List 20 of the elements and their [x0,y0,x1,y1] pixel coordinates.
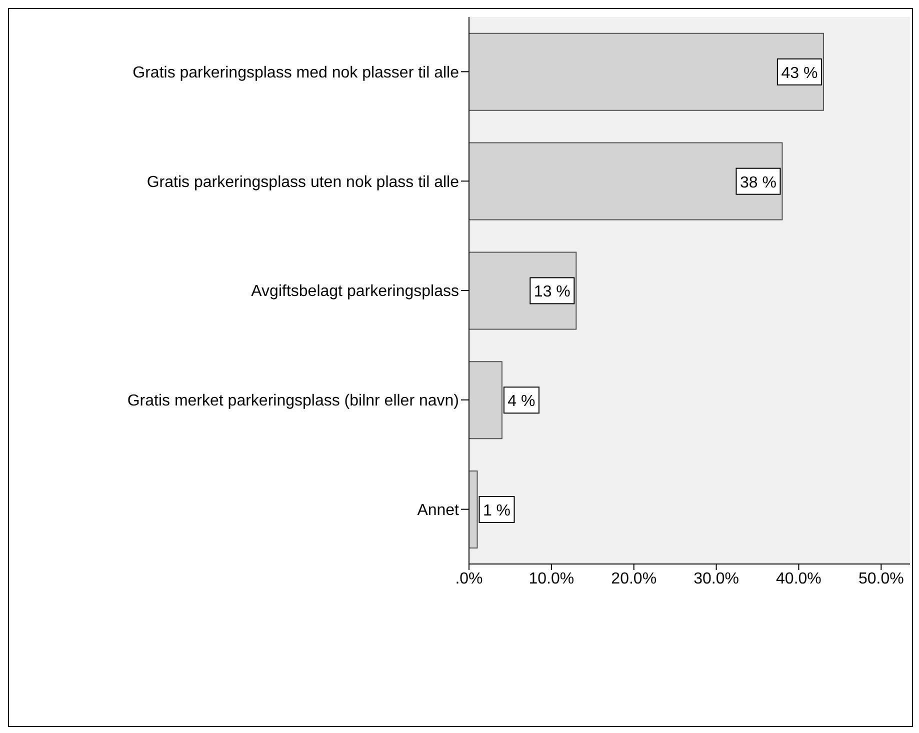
bar [469,32,824,111]
data-label: 4 % [508,393,536,410]
bar [469,361,502,440]
x-tick-label: .0% [455,570,483,588]
y-tick-label: Avgiftsbelagt parkeringsplass [251,283,459,300]
bar [469,142,783,220]
y-tick-label: Gratis parkeringsplass uten nok plass til alle [146,174,460,191]
x-tick-label: 10.0% [528,570,574,588]
y-tick-label: Gratis merket parkeringsplass (bilnr eller navn) [127,392,459,410]
data-label: 13 % [534,284,570,301]
x-tick-label: 20.0% [611,570,657,588]
x-tick-label: 50.0% [858,570,904,588]
bar [469,470,478,549]
data-label: 1 % [482,502,511,520]
x-tick-label: 40.0% [776,570,822,588]
data-label: 43 % [781,64,818,82]
x-tick-label: 30.0% [694,570,739,588]
data-label: 38 % [740,174,776,192]
y-tick-label: Annet [417,502,460,519]
y-tick-label: Gratis parkeringsplass med nok plasser til alle [132,64,460,82]
